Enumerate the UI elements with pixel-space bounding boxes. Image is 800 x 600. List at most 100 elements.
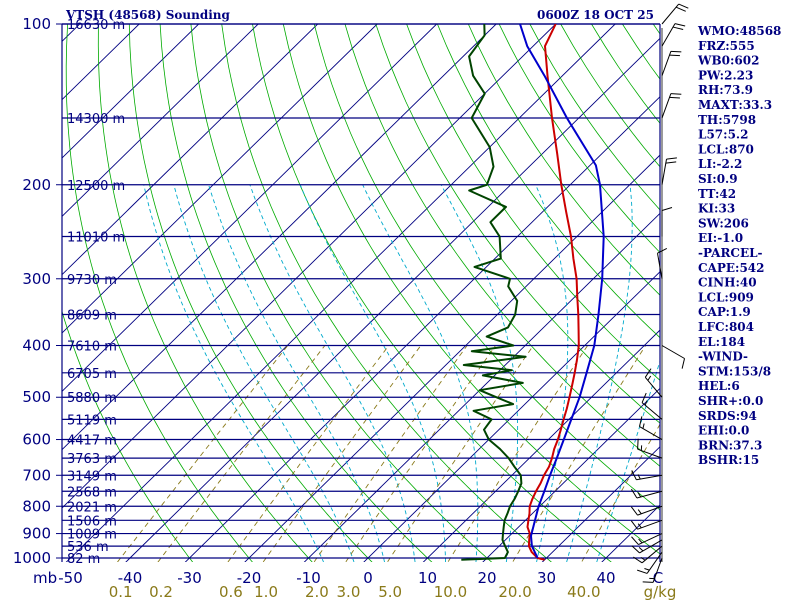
height-labels: 16630 m 14300 m 12500 m 11010 m 9730 m 8609 m…	[67, 18, 125, 567]
moist-adiabat-line	[440, 184, 519, 562]
index-item: LFC:804	[698, 320, 754, 334]
isotherm-line	[62, 24, 556, 509]
height-label: 5880 m	[67, 391, 117, 406]
dry-adiabat-line	[190, 24, 493, 562]
index-item: MAXT:33.3	[698, 98, 772, 112]
temperature-labels: -50 -40 -30 -20 -10 0 10 20 30 40 C	[58, 569, 663, 587]
mixing-ratio-line	[116, 345, 289, 562]
index-item: EI:-1.0	[698, 231, 743, 245]
mixing-ratio-label: 1.0	[254, 583, 278, 600]
pressure-labels: 100 200 300 400 500 600 700 800 900 1000	[13, 15, 62, 567]
temperature-tick-label: 20	[477, 569, 496, 587]
wind-barb	[644, 368, 663, 398]
height-label: 536 m	[67, 540, 109, 555]
height-label: 6705 m	[67, 367, 117, 382]
index-item: HEL:6	[698, 379, 740, 393]
height-label: 3149 m	[67, 469, 117, 484]
height-label: 82 m	[67, 552, 100, 567]
dry-adiabat-line	[65, 24, 253, 562]
index-item: WMO:48568	[697, 24, 781, 38]
index-item: BSHR:15	[698, 453, 759, 467]
pressure-label: 700	[22, 466, 51, 484]
index-item: -WIND-	[698, 350, 748, 364]
height-label: 9730 m	[67, 273, 117, 288]
index-item: CAPE:542	[698, 261, 765, 275]
dry-adiabat-line	[498, 24, 660, 254]
height-label: 2568 m	[67, 485, 117, 500]
temperature-tick-label: 30	[537, 569, 556, 587]
mixing-ratio-label: 2.0	[305, 583, 329, 600]
moist-adiabat-line	[362, 184, 479, 562]
index-item: BRN:37.3	[698, 438, 762, 452]
isotherm-line	[482, 387, 660, 562]
index-item: SW:206	[698, 216, 749, 230]
moist-adiabat-line	[143, 184, 325, 562]
wind-barb	[631, 470, 663, 481]
height-label: 4417 m	[67, 434, 117, 449]
wind-barb	[641, 392, 663, 420]
height-label: 11010 m	[67, 230, 125, 245]
index-item: WB0:602	[697, 54, 759, 68]
moist-adiabat-line	[566, 184, 633, 562]
mixing-ratio-line	[313, 345, 468, 562]
isotherm-line	[62, 24, 497, 451]
index-item: EL:184	[698, 335, 745, 349]
index-item: L57:5.2	[698, 128, 748, 142]
mixing-ratio-line	[262, 345, 422, 562]
dewpoint-trace	[461, 24, 527, 561]
index-item: STM:153/8	[698, 364, 771, 378]
height-label: 14300 m	[67, 112, 125, 127]
mixing-ratio-label: 3.0	[337, 583, 361, 600]
height-label: 16630 m	[67, 18, 125, 33]
isotherm-line	[62, 24, 318, 276]
temperature-tick-label: -10	[296, 569, 321, 587]
index-item: LCL:909	[698, 290, 754, 304]
isotherm-line	[62, 24, 199, 159]
parcel-trace	[519, 24, 605, 559]
height-label: 8609 m	[67, 309, 117, 324]
index-item: SI:0.9	[698, 172, 738, 186]
index-item: TH:5798	[698, 113, 756, 127]
isotherm-line	[62, 24, 259, 217]
wind-barb	[633, 545, 663, 564]
mixing-ratio-label: g/kg	[644, 583, 677, 600]
dry-adiabat-line	[252, 24, 612, 562]
isotherm-line	[62, 24, 437, 392]
pressure-label: 1000	[13, 549, 51, 567]
height-label: 12500 m	[67, 179, 125, 194]
dry-adiabat-line	[221, 24, 552, 562]
dry-adiabat-line	[467, 24, 660, 296]
height-label: 1506 m	[67, 514, 117, 529]
index-item: PW:2.23	[698, 68, 753, 82]
dry-adiabat-line	[159, 24, 433, 562]
pressure-label: 900	[22, 525, 51, 543]
wind-barb	[637, 551, 663, 574]
mixing-ratio-line	[345, 345, 496, 562]
wind-barb	[631, 533, 663, 546]
pressure-label: 200	[22, 176, 51, 194]
isotherm-line	[0, 24, 20, 568]
height-label: 3763 m	[67, 452, 117, 467]
dry-adiabat-line	[344, 24, 660, 467]
isotherm-line	[125, 37, 660, 562]
height-label: 1009 m	[67, 528, 117, 543]
index-list: WMO:48568FRZ:555WB0:602PW:2.23RH:73.9MAX…	[697, 24, 781, 467]
index-item: EHI:0.0	[698, 424, 749, 438]
wind-barb	[642, 557, 663, 583]
isotherm-line	[363, 271, 660, 562]
ylabel-mb: mb	[33, 569, 57, 587]
height-label: 2021 m	[67, 500, 117, 515]
index-item: FRZ:555	[698, 39, 755, 53]
isotherm-line	[65, 24, 616, 562]
pressure-label: 500	[22, 388, 51, 406]
index-item: RH:73.9	[698, 83, 753, 97]
mixing-ratio-label: 40.0	[567, 583, 600, 600]
height-label: 5119 m	[67, 413, 117, 428]
moist-adiabat-line	[299, 184, 446, 562]
moist-adiabat-line	[535, 184, 569, 562]
dry-adiabat-line	[406, 24, 660, 381]
wind-barb	[631, 539, 663, 554]
isotherm-line	[541, 446, 660, 562]
height-label: 7610 m	[67, 340, 117, 355]
